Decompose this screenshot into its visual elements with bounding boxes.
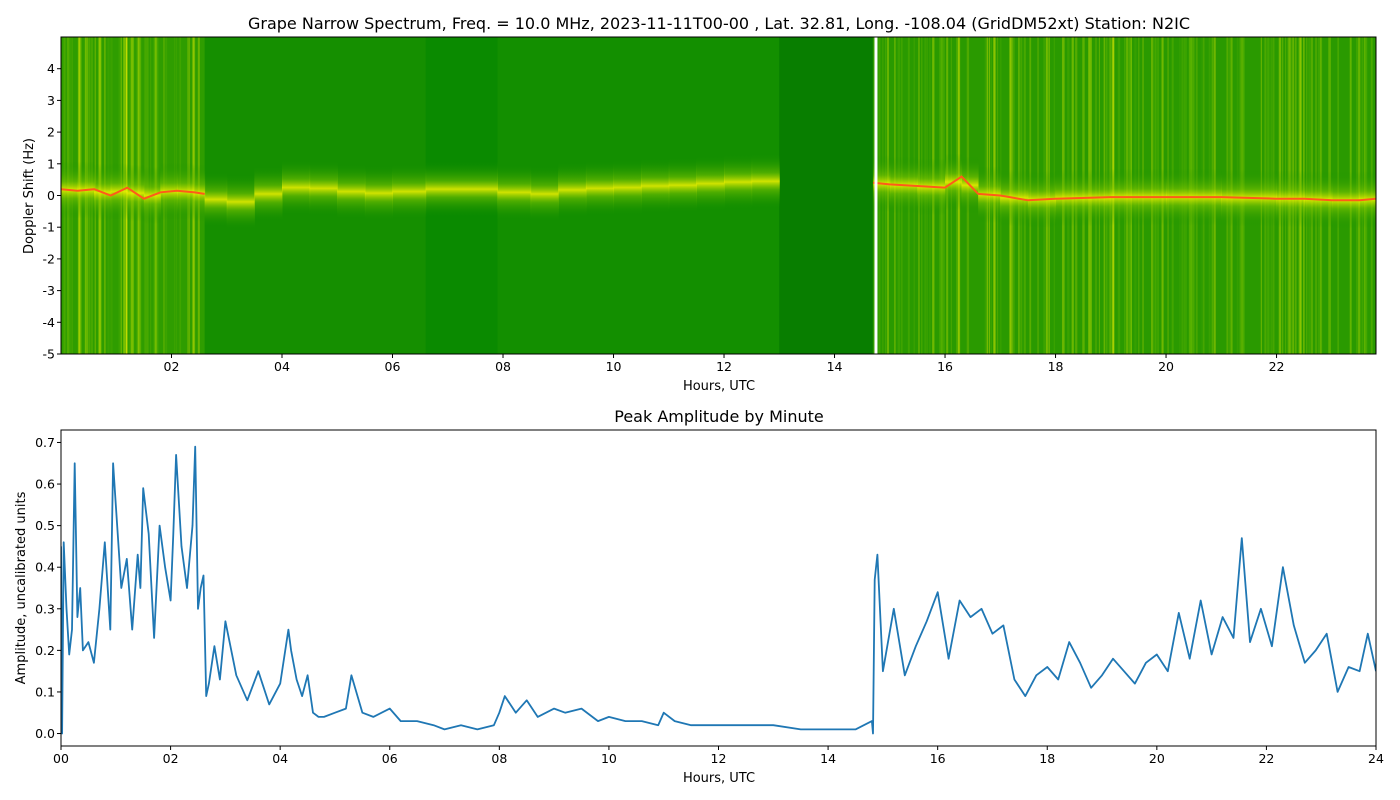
amplitude-x-tick-label: 06 <box>382 751 398 766</box>
spectrogram-x-tick-label: 04 <box>274 359 290 374</box>
doppler-signal-band <box>282 159 311 217</box>
doppler-signal-band <box>497 163 532 221</box>
amplitude-x-tick-label: 24 <box>1368 751 1384 766</box>
amplitude-x-tick-label: 10 <box>601 751 617 766</box>
spectrogram-y-tick-label: -2 <box>43 251 55 266</box>
amplitude-x-tick-label: 20 <box>1149 751 1165 766</box>
amplitude-y-tick-label: 0.2 <box>35 643 55 658</box>
spectrogram-x-tick-label: 18 <box>1048 359 1064 374</box>
amplitude-y-tick-label: 0.7 <box>35 435 55 450</box>
spectrogram-gap-region <box>779 37 874 354</box>
doppler-signal-band <box>254 165 283 223</box>
spectrogram-y-tick-label: 2 <box>47 125 55 140</box>
spectrogram-y-tick-label: -4 <box>43 315 56 330</box>
amplitude-x-tick-label: 16 <box>930 751 946 766</box>
doppler-signal-band <box>530 165 559 223</box>
doppler-signal-band <box>696 155 725 213</box>
doppler-signal-band <box>724 153 753 211</box>
spectrogram-y-tick-label: 0 <box>47 188 55 203</box>
amplitude-title: Peak Amplitude by Minute <box>614 407 824 426</box>
doppler-signal-band <box>751 152 780 210</box>
spectrogram-y-axis-label: Doppler Shift (Hz) <box>22 138 37 254</box>
doppler-signal-band <box>392 163 427 221</box>
doppler-peak-trace <box>61 175 1376 202</box>
amplitude-x-tick-label: 12 <box>711 751 727 766</box>
amplitude-y-tick-label: 0.0 <box>35 726 55 741</box>
spectrogram-plot <box>61 37 1376 354</box>
amplitude-y-tick-label: 0.5 <box>35 518 55 533</box>
spectrogram-x-tick-label: 10 <box>606 359 622 374</box>
amplitude-y-tick-label: 0.1 <box>35 684 55 699</box>
doppler-signal-band <box>613 159 642 217</box>
doppler-signal-band <box>204 170 228 228</box>
spectrogram-x-tick-label: 02 <box>164 359 180 374</box>
amplitude-y-axis-label: Amplitude, uncalibrated units <box>14 491 29 684</box>
amplitude-x-tick-label: 02 <box>163 751 179 766</box>
amplitude-y-tick-label: 0.4 <box>35 560 55 575</box>
amplitude-series-line <box>61 445 1376 735</box>
spectrogram-x-tick-label: 16 <box>937 359 953 374</box>
spectrogram-y-tick-label: 1 <box>47 156 55 171</box>
doppler-signal-band <box>641 157 670 215</box>
spectrogram-x-tick-label: 14 <box>827 359 843 374</box>
spectrogram-x-tick-label: 12 <box>716 359 732 374</box>
amplitude-x-tick-label: 18 <box>1039 751 1055 766</box>
doppler-signal-band <box>226 173 255 231</box>
spectrogram-x-tick-label: 06 <box>385 359 401 374</box>
spectrogram-x-tick-label: 20 <box>1158 359 1174 374</box>
doppler-signal-band <box>337 163 366 221</box>
spectrogram-x-tick-label: 22 <box>1269 359 1285 374</box>
doppler-signal-band <box>668 156 697 214</box>
amplitude-y-tick-label: 0.6 <box>35 477 55 492</box>
spectrogram-y-tick-label: -1 <box>43 220 55 235</box>
amplitude-x-tick-label: 04 <box>272 751 288 766</box>
doppler-signal-band <box>364 164 394 222</box>
spectrogram-y-tick-label: -3 <box>43 283 55 298</box>
spectrogram-x-axis-label: Hours, UTC <box>683 379 755 394</box>
doppler-signal-band <box>309 159 338 217</box>
doppler-signal-band <box>425 160 498 218</box>
amplitude-x-tick-label: 00 <box>53 751 69 766</box>
amplitude-x-tick-label: 08 <box>491 751 507 766</box>
amplitude-plot-background <box>61 430 1376 746</box>
doppler-signal-band <box>585 159 615 217</box>
doppler-signal-band <box>558 161 587 219</box>
spectrogram-y-tick-label: 3 <box>47 93 55 108</box>
amplitude-x-tick-label: 22 <box>1258 751 1274 766</box>
amplitude-x-tick-label: 14 <box>820 751 836 766</box>
spectrogram-y-tick-label: -5 <box>43 347 55 362</box>
spectrogram-y-tick-label: 4 <box>47 61 55 76</box>
amplitude-y-tick-label: 0.3 <box>35 601 55 616</box>
spectrogram-title: Grape Narrow Spectrum, Freq. = 10.0 MHz,… <box>248 14 1190 33</box>
amplitude-x-axis-label: Hours, UTC <box>683 771 755 786</box>
spectrogram-x-tick-label: 08 <box>495 359 511 374</box>
